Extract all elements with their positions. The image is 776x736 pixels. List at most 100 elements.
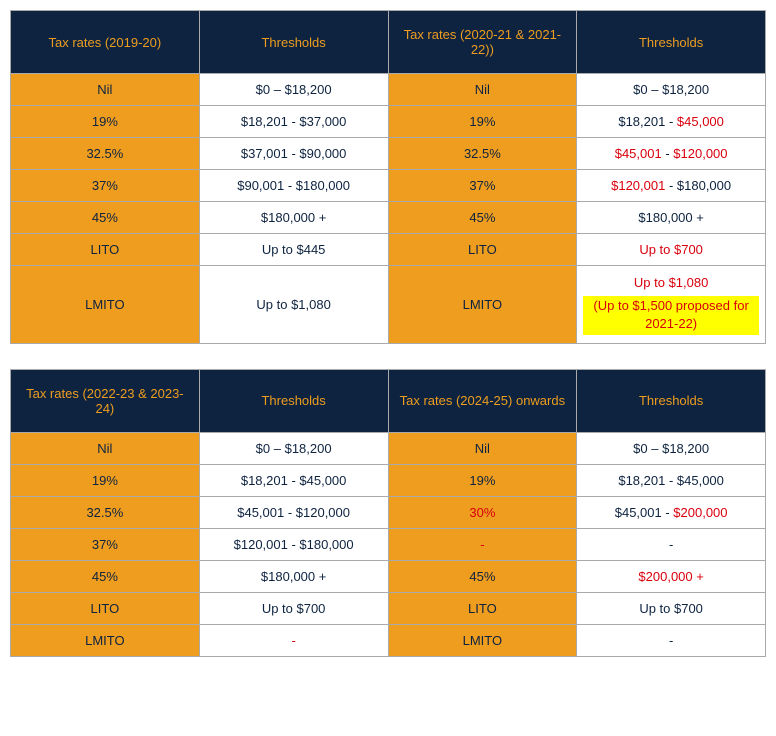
table-row: 37% $120,001 - $180,000 - - (11, 528, 766, 560)
rate-cell: 37% (388, 170, 577, 202)
text-segment: Up to $445 (262, 242, 326, 257)
threshold-cell: Up to $700 (577, 592, 766, 624)
table-row: 19%$18,201 - $37,00019%$18,201 - $45,000 (11, 106, 766, 138)
rate-cell: LMITO (11, 266, 200, 344)
rate-cell: LITO (388, 592, 577, 624)
rate-cell: Nil (11, 74, 200, 106)
threshold-cell: Up to $445 (199, 234, 388, 266)
text-segment: $18,201 - (618, 114, 677, 129)
rate-cell: 45% (11, 560, 200, 592)
table-row: 32.5%$45,001 - $120,00030%$45,001 - $200… (11, 496, 766, 528)
text-segment: $18,201 - $45,000 (241, 473, 347, 488)
table-row: LMITO - LMITO - (11, 624, 766, 656)
threshold-cell: $180,000 + (577, 202, 766, 234)
rate-cell: 19% (11, 464, 200, 496)
rate-cell: Nil (388, 74, 577, 106)
table-row: LITOUp to $700LITOUp to $700 (11, 592, 766, 624)
threshold-cell: $0 – $18,200 (199, 74, 388, 106)
rate-cell: LITO (11, 592, 200, 624)
text-segment: - (291, 633, 295, 648)
threshold-cell: $45,001 - $120,000 (199, 496, 388, 528)
col-header: Thresholds (577, 369, 766, 432)
text-segment: $0 – $18,200 (633, 441, 709, 456)
threshold-cell: $180,000 + (199, 560, 388, 592)
threshold-cell: $45,001 - $200,000 (577, 496, 766, 528)
rate-cell: 32.5% (11, 496, 200, 528)
text-segment: $45,000 (677, 114, 724, 129)
text-segment: $200,000 + (638, 569, 703, 584)
text-segment: $45,001 - $120,000 (237, 505, 350, 520)
threshold-cell: - (577, 624, 766, 656)
text-segment: - (662, 146, 674, 161)
table-row: 37%$90,001 - $180,00037%$120,001 - $180,… (11, 170, 766, 202)
rate-cell: 37% (11, 528, 200, 560)
rate-cell: 19% (388, 106, 577, 138)
rate-cell: LMITO (388, 266, 577, 344)
threshold-cell: $200,000 + (577, 560, 766, 592)
table-row: 19% $18,201 - $45,000 19% $18,201 - $45,000 (11, 464, 766, 496)
text-segment: $200,000 (673, 505, 727, 520)
threshold-cell: - (199, 624, 388, 656)
text-segment: - (669, 537, 673, 552)
tax-table-1: Tax rates (2019-20) Thresholds Tax rates… (10, 10, 766, 344)
text-segment: $0 – $18,200 (256, 441, 332, 456)
text-segment: - $180,000 (665, 178, 731, 193)
threshold-cell: $18,201 - $45,000 (199, 464, 388, 496)
threshold-cell: Up to $700 (199, 592, 388, 624)
table-row: Nil $0 – $18,200 Nil $0 – $18,200 (11, 74, 766, 106)
table-row: 45%$180,000 +45% $200,000 + (11, 560, 766, 592)
col-header: Tax rates (2024-25) onwards (388, 369, 577, 432)
threshold-cell: $18,201 - $45,000 (577, 106, 766, 138)
threshold-cell: $0 – $18,200 (577, 432, 766, 464)
table-row: 45% $180,000 + 45% $180,000 + (11, 202, 766, 234)
rate-cell: 45% (388, 202, 577, 234)
rate-cell: 30% (388, 496, 577, 528)
table-row: 32.5%$37,001 - $90,00032.5%$45,001 - $12… (11, 138, 766, 170)
col-header: Tax rates (2020-21 & 2021-22)) (388, 11, 577, 74)
rate-cell: 19% (11, 106, 200, 138)
text-segment: $18,201 - $45,000 (618, 473, 724, 488)
threshold-cell: Up to $700 (577, 234, 766, 266)
rate-cell: 32.5% (11, 138, 200, 170)
text-segment: $0 – $18,200 (256, 82, 332, 97)
text-segment: $120,001 (611, 178, 665, 193)
threshold-cell: $45,001 - $120,000 (577, 138, 766, 170)
col-header: Thresholds (199, 11, 388, 74)
table-row: LITO Up to $445 LITO Up to $700 (11, 234, 766, 266)
rate-cell: 19% (388, 464, 577, 496)
rate-cell: 45% (11, 202, 200, 234)
text-segment: $90,001 - $180,000 (237, 178, 350, 193)
rate-cell: LITO (388, 234, 577, 266)
col-header: Tax rates (2022-23 & 2023-24) (11, 369, 200, 432)
text-segment: $18,201 - $37,000 (241, 114, 347, 129)
text-segment: $45,001 (615, 146, 662, 161)
text-segment: Up to $700 (639, 242, 703, 257)
text-segment: $37,001 - $90,000 (241, 146, 347, 161)
text-segment: - (669, 633, 673, 648)
text-segment: $120,000 (673, 146, 727, 161)
threshold-cell: Up to $1,080 (199, 266, 388, 344)
threshold-cell: Up to $1,080 (Up to $1,500 proposed for 2… (577, 266, 766, 344)
col-header: Tax rates (2019-20) (11, 11, 200, 74)
rate-cell: LMITO (388, 624, 577, 656)
text-segment: $180,000 + (638, 210, 703, 225)
threshold-cell: $18,201 - $37,000 (199, 106, 388, 138)
rate-cell: LITO (11, 234, 200, 266)
text-segment: $0 – $18,200 (633, 82, 709, 97)
rate-cell: - (388, 528, 577, 560)
header-row: Tax rates (2019-20) Thresholds Tax rates… (11, 11, 766, 74)
threshold-cell: $90,001 - $180,000 (199, 170, 388, 202)
threshold-cell: $180,000 + (199, 202, 388, 234)
table1-body: Nil$0 – $18,200Nil$0 – $18,20019%$18,201… (11, 74, 766, 344)
highlight-note: (Up to $1,500 proposed for 2021-22) (583, 296, 759, 334)
text-segment: $120,001 - $180,000 (234, 537, 354, 552)
threshold-cell: $0 – $18,200 (577, 74, 766, 106)
threshold-cell: $37,001 - $90,000 (199, 138, 388, 170)
text-segment: $180,000 + (261, 210, 326, 225)
threshold-cell: $120,001 - $180,000 (577, 170, 766, 202)
rate-cell: 45% (388, 560, 577, 592)
text-segment: Up to $1,080 (634, 275, 708, 290)
text-segment: Up to $700 (639, 601, 703, 616)
text-segment: $45,001 - (615, 505, 674, 520)
rate-cell: LMITO (11, 624, 200, 656)
